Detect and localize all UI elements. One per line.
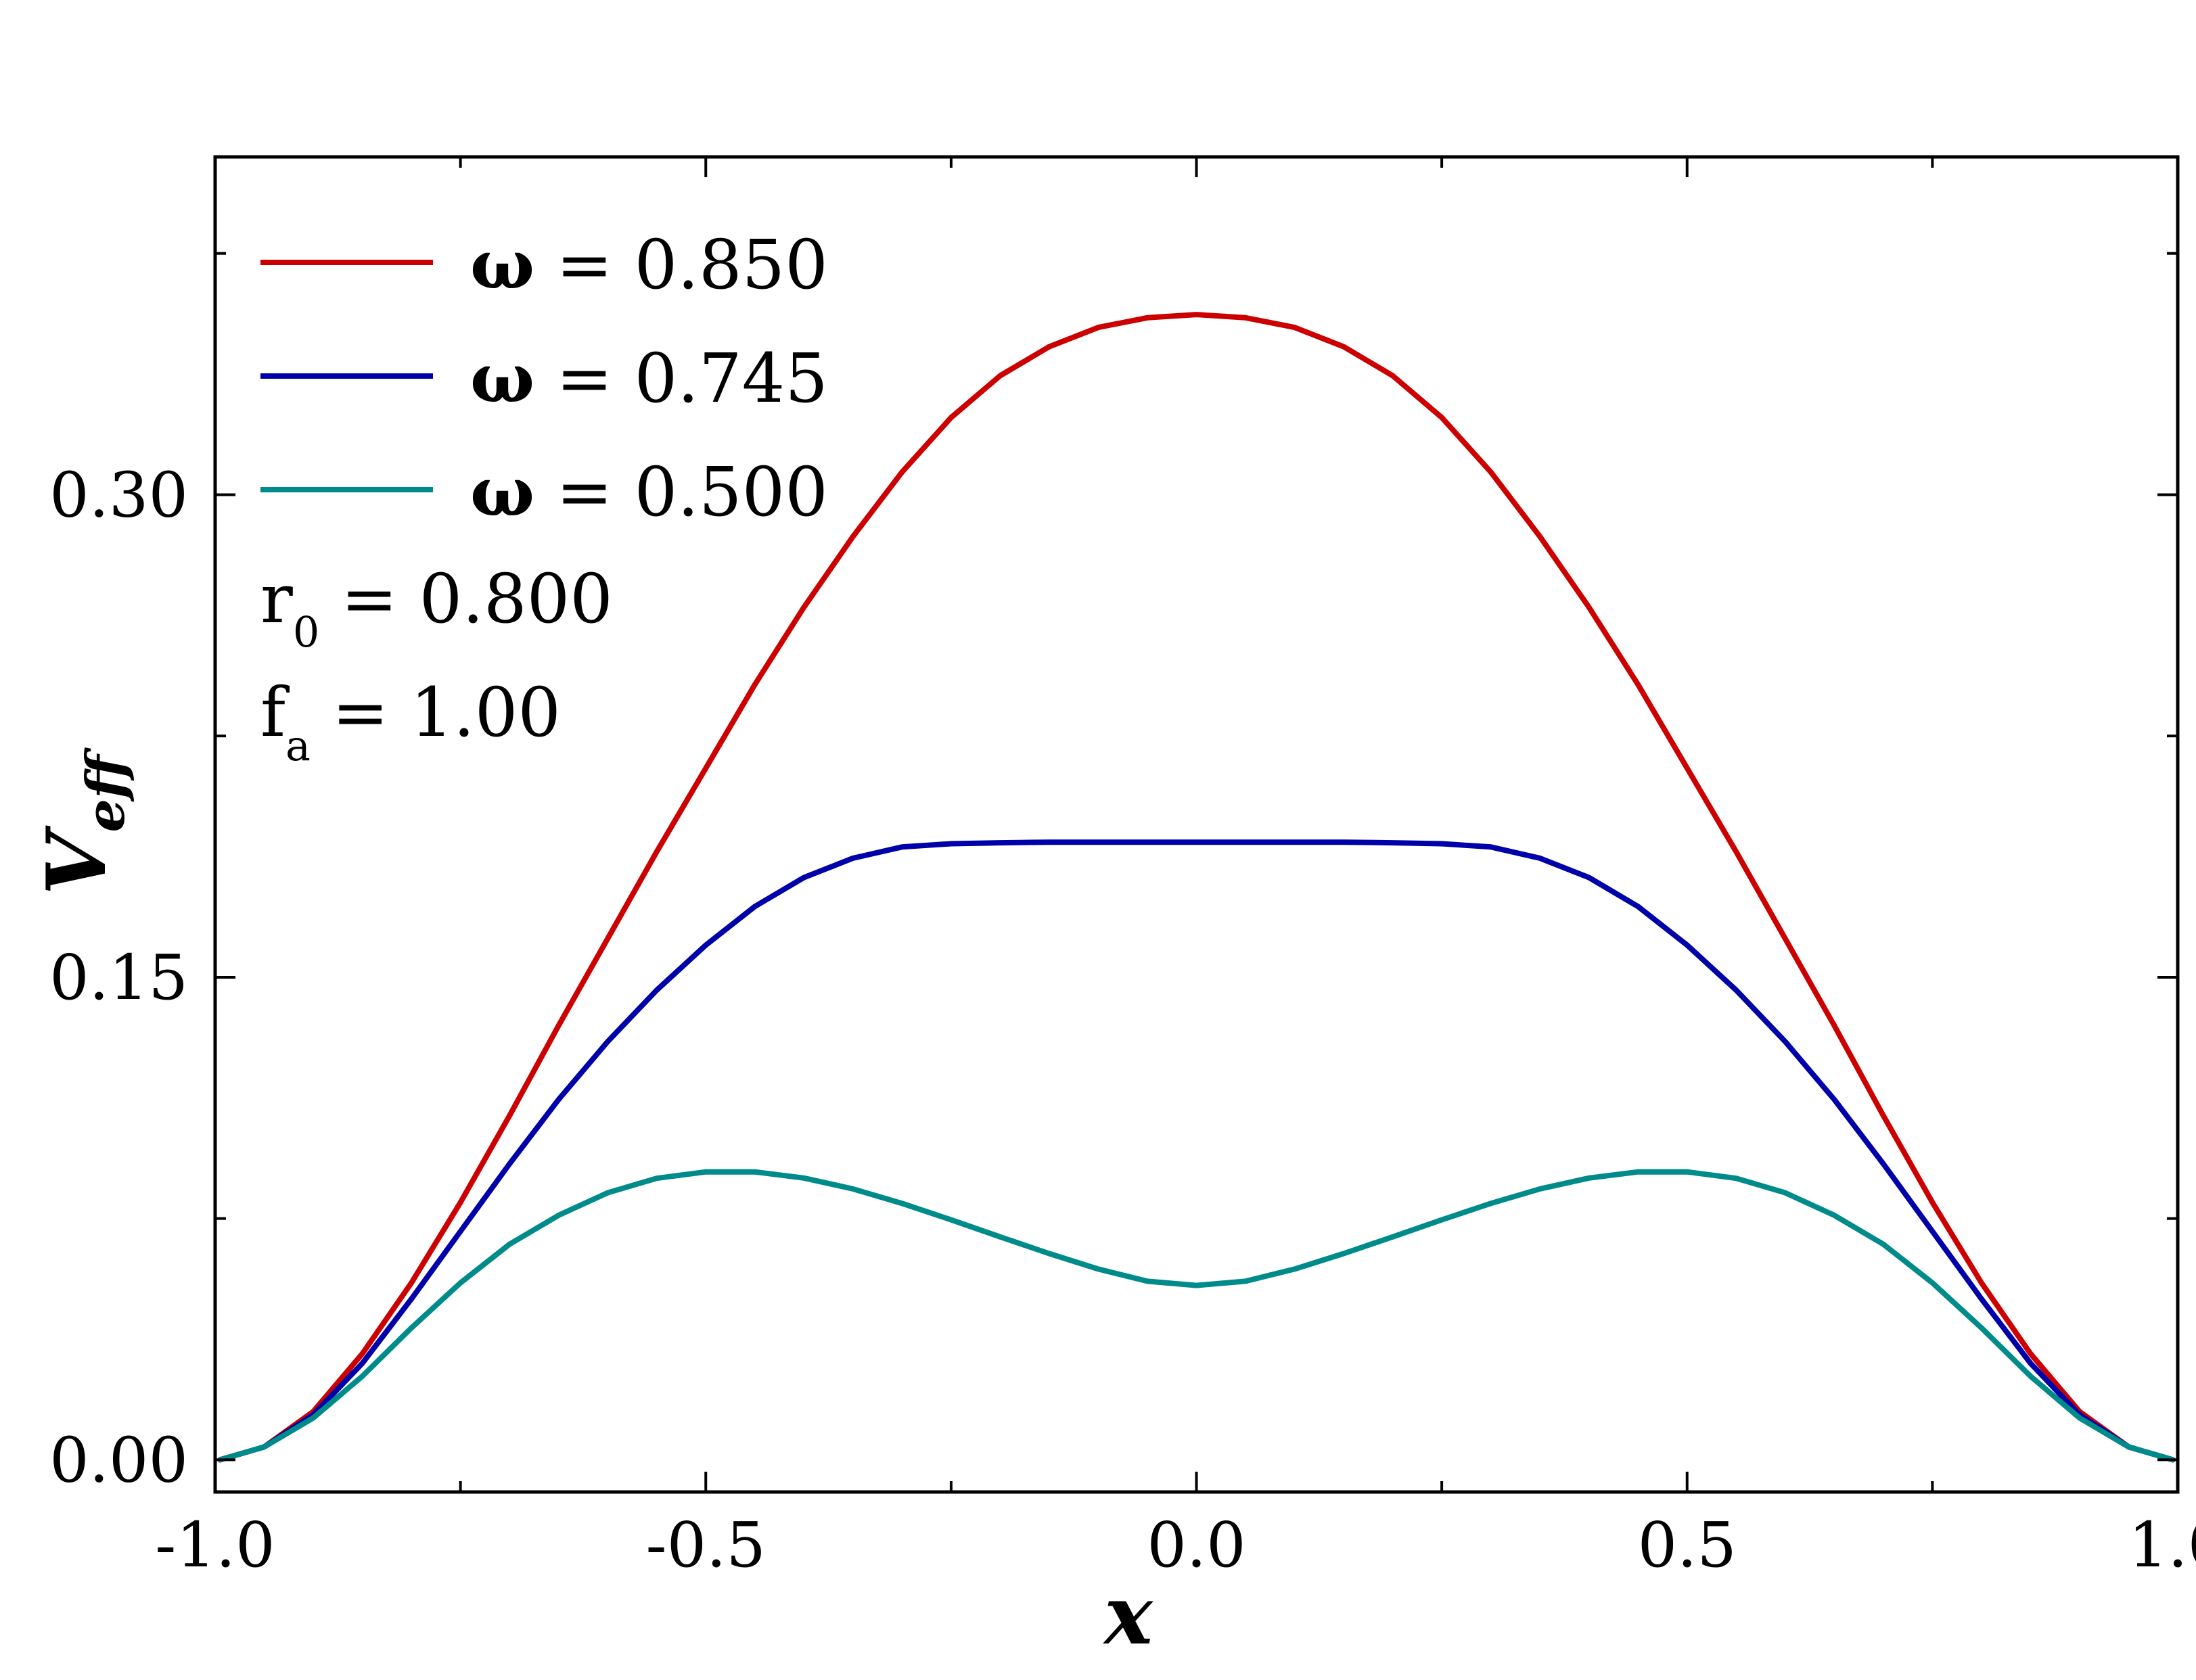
x-tick-label: 0.5 (1638, 1509, 1737, 1581)
annotation-main: r (260, 559, 293, 638)
legend-label-1: ω = 0.850 (470, 225, 828, 304)
omega-symbol: ω (470, 338, 534, 418)
omega-symbol: ω (470, 452, 534, 532)
x-axis-title: x (1102, 1568, 1153, 1663)
x-tick-label: -0.5 (646, 1509, 766, 1581)
series-line-2 (217, 839, 2176, 1463)
x-tick-label: 0.0 (1147, 1509, 1245, 1581)
annotation-layer: r0 = 0.800 fa = 1.00 (260, 559, 613, 770)
annotation-main: f (260, 673, 290, 752)
annotation-rest: = 0.800 (319, 559, 613, 638)
series-layer (217, 312, 2176, 1463)
series-line-3 (217, 1169, 2176, 1463)
y-axis-title-main: V (29, 825, 124, 895)
legend-value: = 0.500 (534, 452, 828, 532)
omega-symbol: ω (470, 225, 534, 304)
annotation-rest: = 1.00 (311, 673, 561, 752)
legend-label-2: ω = 0.745 (470, 338, 828, 418)
y-axis-title: Veff (29, 747, 137, 895)
series-line-1 (217, 312, 2176, 1463)
y-tick-label: 0.00 (49, 1424, 188, 1496)
y-tick-label: 0.15 (49, 941, 188, 1014)
annotation-sub: 0 (293, 607, 319, 657)
legend-label-3: ω = 0.500 (470, 452, 828, 532)
x-tick-label: 1.0 (2128, 1509, 2196, 1581)
y-axis-title-sub: eff (75, 747, 137, 833)
tick-layer: -1.0 -0.5 0.0 0.5 1.0 0.00 0.15 0.30 (49, 157, 2196, 1581)
legend-value: = 0.745 (534, 339, 828, 418)
y-tick-label: 0.30 (49, 459, 188, 531)
annotation-sub: a (285, 721, 311, 770)
x-tick-label: -1.0 (155, 1509, 275, 1581)
legend-value: = 0.850 (534, 225, 828, 304)
annotation-2: fa = 1.00 (260, 673, 561, 770)
annotation-1: r0 = 0.800 (260, 559, 613, 657)
